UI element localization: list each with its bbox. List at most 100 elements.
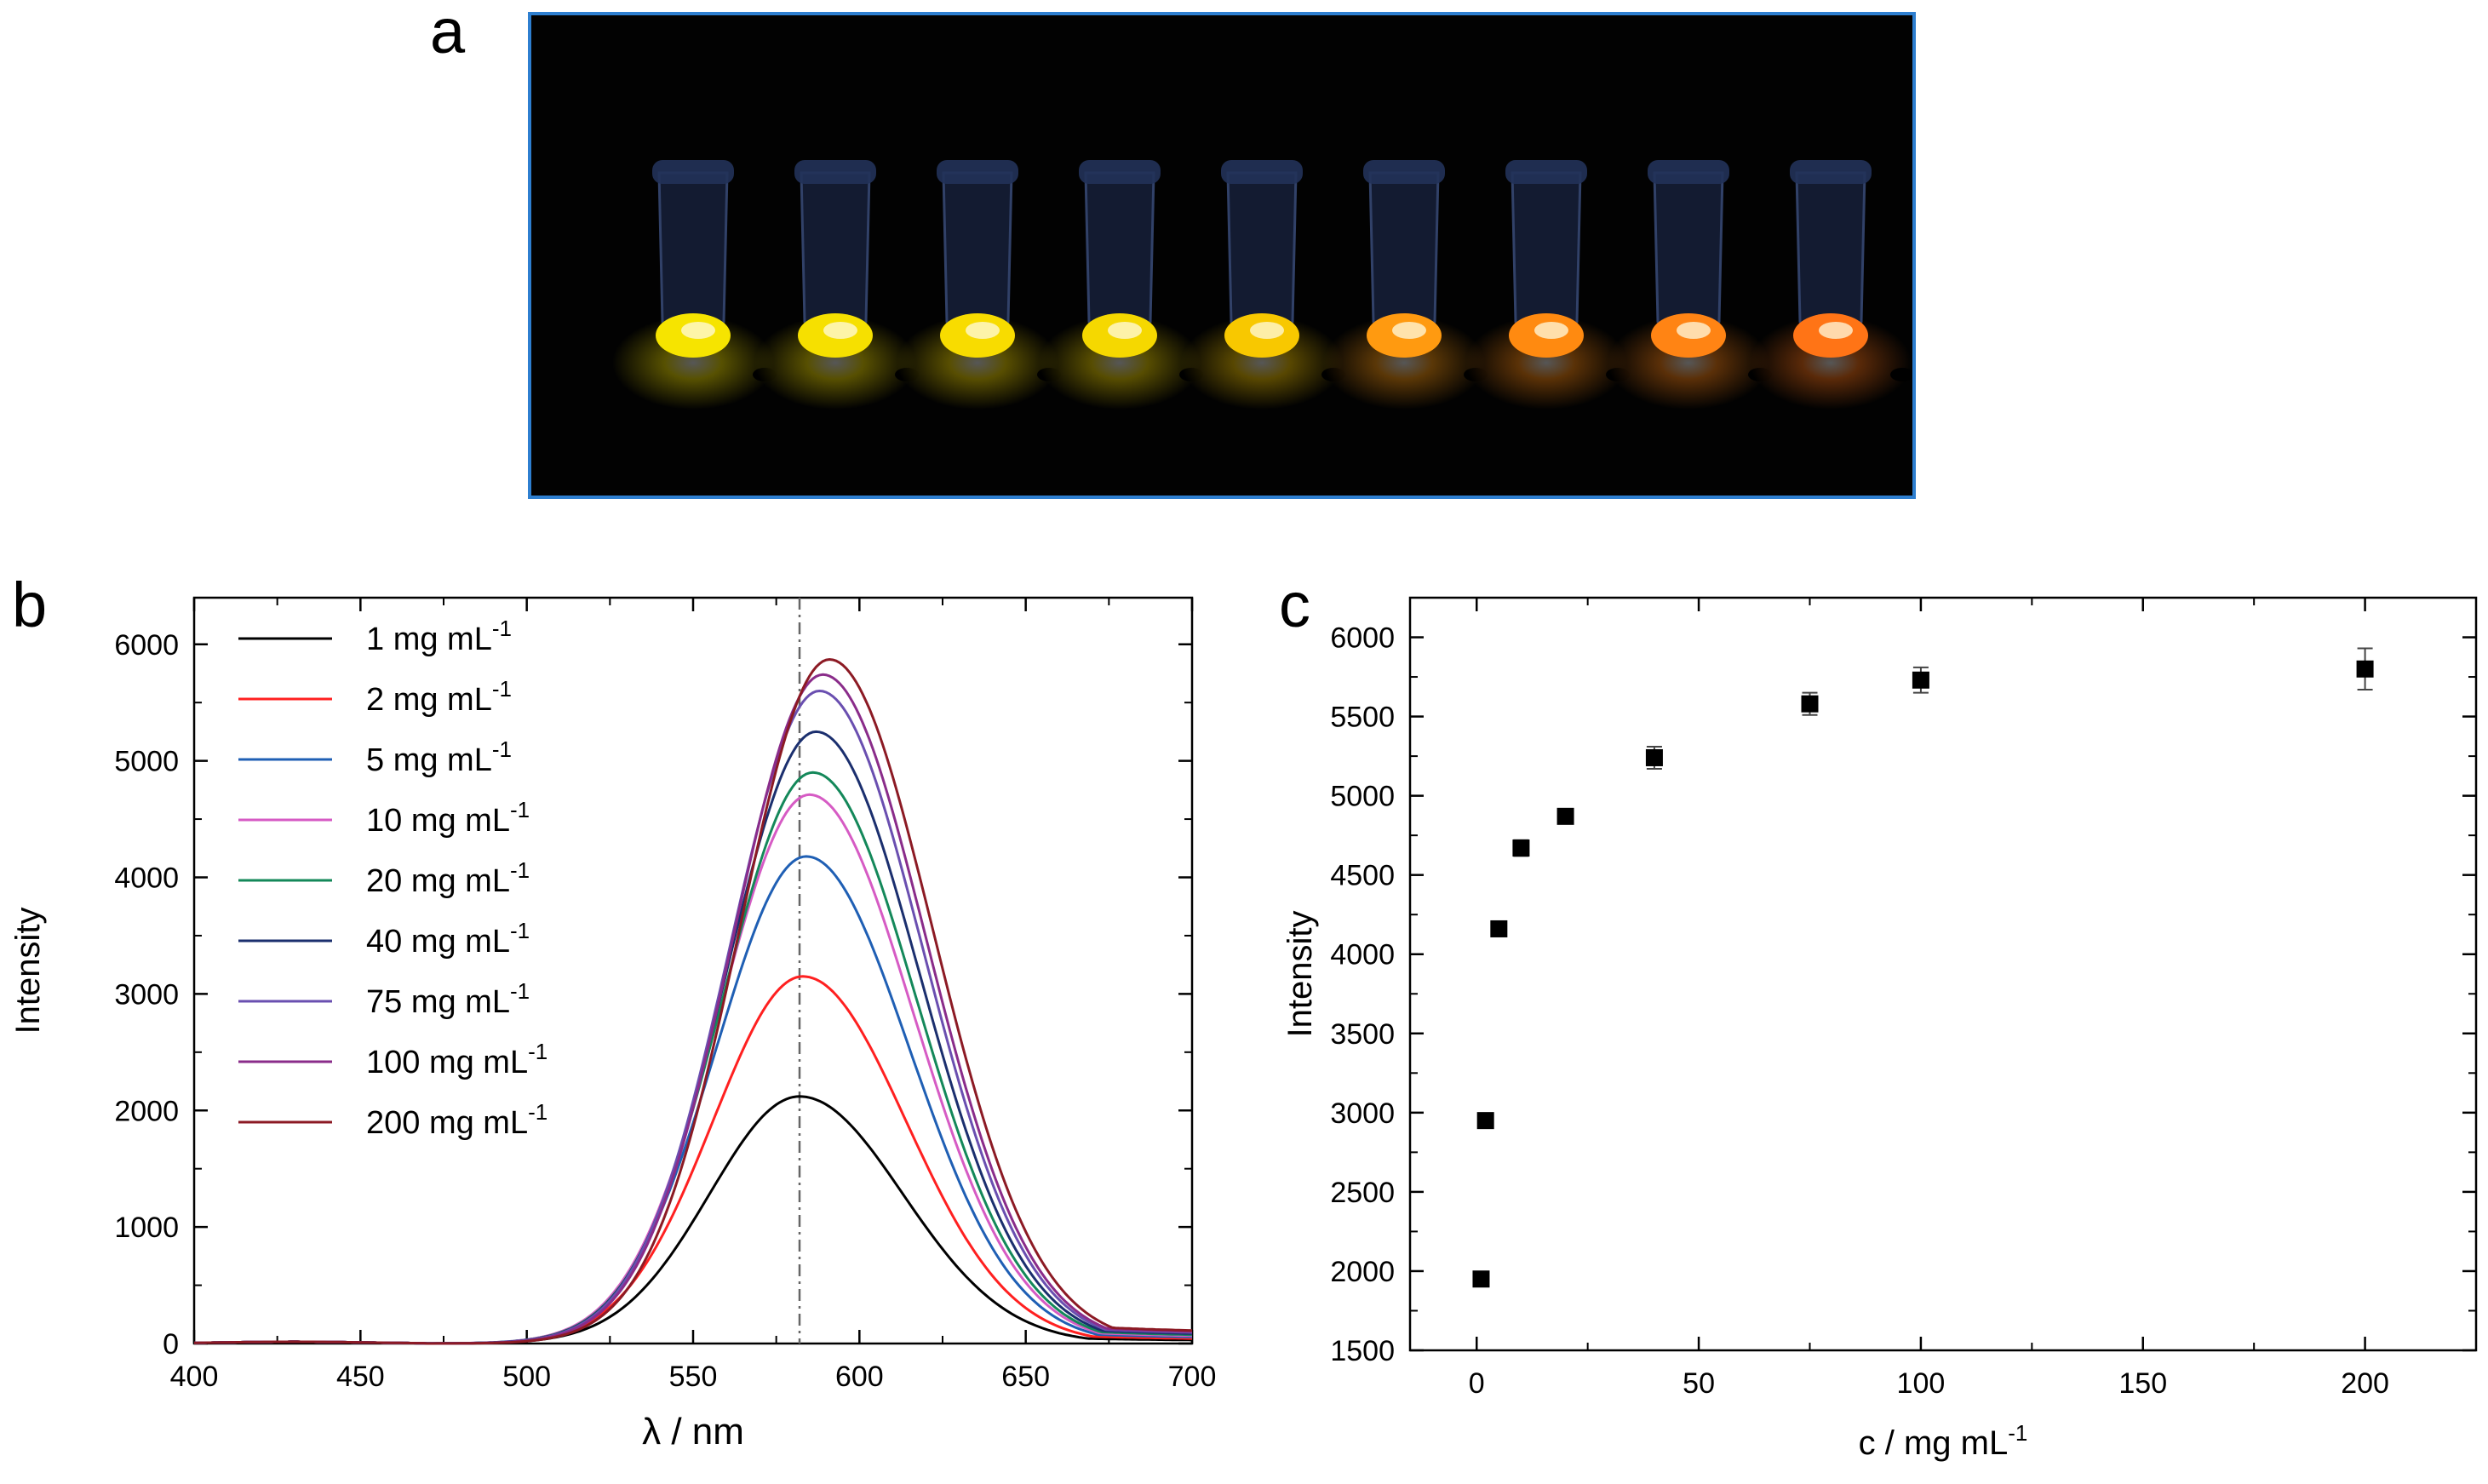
y-tick-label: 4000 [1330, 939, 1395, 971]
x-tick-label: 600 [835, 1361, 884, 1393]
vial-cap [652, 160, 734, 184]
vial-3 [897, 160, 1061, 410]
vial-cap [1505, 160, 1587, 184]
x-tick-label: 550 [669, 1361, 718, 1393]
vial-liquid-highlight [1250, 322, 1284, 339]
y-tick-label: 4000 [114, 862, 179, 895]
vial-liquid-highlight [681, 322, 715, 339]
data-point-6 [1645, 748, 1663, 766]
y-tick-label: 0 [163, 1328, 179, 1361]
data-point-9 [2356, 660, 2374, 678]
y-tick-label: 5500 [1330, 702, 1395, 734]
legend-label-7: 75 mg mL-1 [366, 978, 530, 1020]
vial-cap [1079, 160, 1161, 184]
y-tick-label: 4500 [1330, 860, 1395, 892]
data-point-3 [1490, 920, 1508, 937]
y-axis-label: Intensity [1281, 911, 1319, 1038]
plot-frame [192, 596, 1194, 1345]
vial-cap [1790, 160, 1872, 184]
data-point-5 [1556, 807, 1574, 825]
legend-label-6: 40 mg mL-1 [366, 918, 530, 960]
fluorescent-vials-photo [528, 12, 1916, 499]
series-line-5 [194, 771, 1193, 1345]
vial-reflection [1750, 316, 1912, 410]
legend-label-9: 200 mg mL-1 [366, 1099, 547, 1141]
panel-letter-b: b [12, 570, 48, 640]
x-axis-label: λ / nm [642, 1411, 744, 1452]
x-axis-label: c / mg mL-1 [1859, 1420, 2028, 1462]
x-tick-label: 400 [170, 1361, 219, 1393]
chart-b-emission-spectra: 400 450 500 550 600 650 700 0 1000 2000 3000 4000 50… [9, 596, 1217, 1452]
vial-9 [1750, 160, 1914, 410]
legend-label-1: 1 mg mL-1 [366, 616, 512, 657]
vial-4 [1039, 160, 1203, 410]
y-tick-label: 5000 [1330, 781, 1395, 813]
y-tick-label: 3000 [114, 978, 179, 1011]
y-tick-label: 3000 [1330, 1097, 1395, 1130]
x-tick-label: 500 [502, 1361, 551, 1393]
vial-holder-hole [1890, 368, 1914, 381]
vial-reflection [754, 316, 916, 410]
x-tick-label: 650 [1001, 1361, 1050, 1393]
vial-liquid-highlight [823, 322, 857, 339]
legend-label-5: 20 mg mL-1 [366, 857, 530, 899]
vial-1 [612, 160, 777, 410]
vial-liquid-highlight [1677, 322, 1711, 339]
data-point-2 [1476, 1112, 1494, 1130]
vial-cap [1221, 160, 1303, 184]
y-tick-label: 6000 [114, 629, 179, 662]
vial-cap [937, 160, 1018, 184]
data-point-8 [1912, 671, 1929, 689]
y-tick-label: 3500 [1330, 1018, 1395, 1051]
x-tick-label: 200 [2341, 1367, 2389, 1400]
vial-liquid-highlight [1534, 322, 1568, 339]
series-line-6 [194, 730, 1193, 1345]
vial-liquid-highlight [966, 322, 1000, 339]
vial-8 [1608, 160, 1772, 410]
y-tick-label: 6000 [1330, 622, 1395, 655]
vials-illustration [612, 160, 1914, 410]
x-tick-label: 100 [1897, 1367, 1946, 1400]
vial-5 [1181, 160, 1345, 410]
legend-label-3: 5 mg mL-1 [366, 736, 512, 778]
plot-frame [1408, 596, 2478, 1352]
series-line-7 [194, 689, 1193, 1345]
legend-label-2: 2 mg mL-1 [366, 676, 512, 718]
x-tick-label: 700 [1168, 1361, 1217, 1393]
vial-liquid-highlight [1392, 322, 1426, 339]
x-tick-label: 150 [2118, 1367, 2167, 1400]
y-tick-label: 2000 [114, 1095, 179, 1127]
vial-6 [1323, 160, 1488, 410]
data-point-4 [1512, 839, 1530, 857]
y-axis-label: Intensity [9, 908, 47, 1034]
legend-label-8: 100 mg mL-1 [366, 1039, 547, 1080]
legend-label-4: 10 mg mL-1 [366, 797, 530, 839]
vial-reflection [1039, 316, 1201, 410]
data-point-1 [1472, 1270, 1490, 1288]
vial-reflection [1323, 316, 1485, 410]
vial-cap [794, 160, 876, 184]
panel-letter-a: a [430, 0, 466, 66]
vial-cap [1648, 160, 1729, 184]
vial-liquid-highlight [1819, 322, 1853, 339]
y-tick-label: 2000 [1330, 1256, 1395, 1288]
vial-2 [754, 160, 919, 410]
series-line-8 [194, 673, 1192, 1345]
y-tick-label: 1500 [1330, 1335, 1395, 1367]
chart-c-intensity-vs-concentration: 0 50 100 150 200 1500 2000 2500 3000 3500 4000 4500… [1281, 596, 2478, 1462]
vial-reflection [1608, 316, 1769, 410]
y-tick-label: 5000 [114, 746, 179, 778]
x-tick-label: 0 [1469, 1367, 1485, 1400]
x-tick-label: 50 [1683, 1367, 1715, 1400]
y-tick-label: 2500 [1330, 1177, 1395, 1209]
vial-reflection [612, 316, 774, 410]
series-line-9 [194, 657, 1193, 1345]
vial-cap [1363, 160, 1445, 184]
vial-reflection [897, 316, 1058, 410]
vial-7 [1465, 160, 1630, 410]
panel-letter-c: c [1279, 570, 1310, 640]
vial-liquid-highlight [1108, 322, 1142, 339]
data-point-7 [1801, 695, 1819, 713]
vial-reflection [1181, 316, 1343, 410]
y-tick-label: 1000 [114, 1212, 179, 1244]
